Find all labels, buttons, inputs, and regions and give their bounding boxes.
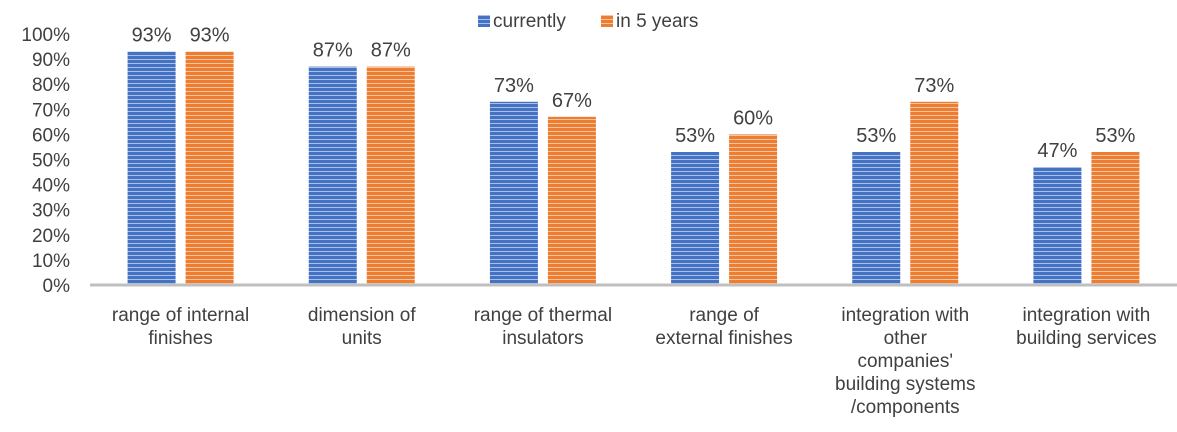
data-label: 53% <box>675 125 715 147</box>
x-category-label: range of thermal insulators <box>474 305 612 349</box>
y-tick-label: 0% <box>43 276 71 297</box>
x-axis: range of internal finishes dimension of uni… <box>112 305 1157 418</box>
data-label: 67% <box>552 90 592 112</box>
data-label: 73% <box>914 75 954 97</box>
data-label: 73% <box>494 75 534 97</box>
data-label: 60% <box>733 107 773 129</box>
legend-label: in 5 years <box>616 11 698 32</box>
y-tick-label: 90% <box>32 50 70 71</box>
bar-currently <box>489 101 538 286</box>
x-category-label: dimension of units <box>308 305 416 349</box>
legend-swatch-currently <box>478 15 490 27</box>
bar-currently <box>852 151 901 285</box>
y-tick-label: 50% <box>32 151 70 172</box>
bar-in-5-years <box>1091 151 1140 285</box>
data-label: 53% <box>856 125 896 147</box>
data-label: 93% <box>132 25 172 47</box>
legend-swatch-in-5-years <box>601 15 613 27</box>
data-label: 47% <box>1037 140 1077 162</box>
x-category-label: integration with building services <box>1016 305 1156 349</box>
data-label: 87% <box>371 40 411 62</box>
data-labels: 93% 93% 87% 87% 73% 67% 53% 60% 53% 73% 47% 53% <box>132 25 1136 162</box>
bar-currently <box>671 151 720 285</box>
y-tick-label: 100% <box>21 25 70 46</box>
y-tick-label: 30% <box>32 201 70 222</box>
bar-currently <box>127 51 176 285</box>
bar-in-5-years <box>910 101 959 286</box>
bar-in-5-years <box>185 51 234 285</box>
bar-in-5-years <box>729 134 778 285</box>
data-label: 53% <box>1095 125 1135 147</box>
y-tick-label: 20% <box>32 226 70 247</box>
y-axis: 0% 10% 20% 30% 40% 50% 60% 70% 80% 90% 100% <box>21 25 70 297</box>
y-tick-label: 10% <box>32 251 70 272</box>
data-label: 93% <box>190 25 230 47</box>
legend: currently in 5 years <box>478 11 698 32</box>
bar-in-5-years <box>366 66 415 285</box>
y-tick-label: 70% <box>32 100 70 121</box>
bar-currently <box>1033 167 1082 285</box>
y-tick-label: 60% <box>32 125 70 146</box>
y-tick-label: 40% <box>32 176 70 197</box>
y-tick-label: 80% <box>32 75 70 96</box>
bar-currently <box>308 66 357 285</box>
x-category-label: range of internal finishes <box>112 305 249 349</box>
bars <box>127 51 1140 286</box>
x-category-label: integration with other companies' building … <box>835 305 975 418</box>
legend-label: currently <box>493 11 566 32</box>
x-category-label: range of external finishes <box>655 305 792 349</box>
data-label: 87% <box>313 40 353 62</box>
bar-in-5-years <box>547 116 596 285</box>
